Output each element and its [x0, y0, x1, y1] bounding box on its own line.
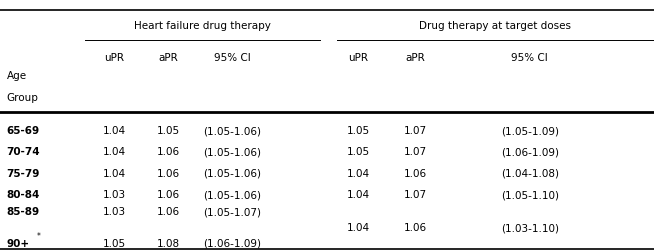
Text: 1.07: 1.07	[404, 147, 427, 158]
Text: 1.06: 1.06	[157, 207, 181, 217]
Text: (1.05-1.06): (1.05-1.06)	[203, 190, 261, 200]
Text: Heart failure drug therapy: Heart failure drug therapy	[134, 21, 271, 32]
Text: 1.06: 1.06	[157, 169, 181, 179]
Text: 1.04: 1.04	[347, 169, 370, 179]
Text: aPR: aPR	[405, 53, 425, 63]
Text: (1.06-1.09): (1.06-1.09)	[203, 239, 261, 249]
Text: 1.05: 1.05	[157, 126, 181, 136]
Text: aPR: aPR	[159, 53, 179, 63]
Text: (1.04-1.08): (1.04-1.08)	[501, 169, 559, 179]
Text: 1.04: 1.04	[347, 190, 370, 200]
Text: (1.05-1.06): (1.05-1.06)	[203, 147, 261, 158]
Text: (1.06-1.09): (1.06-1.09)	[501, 147, 559, 158]
Text: (1.05-1.07): (1.05-1.07)	[203, 207, 261, 217]
Text: uPR: uPR	[105, 53, 124, 63]
Text: uPR: uPR	[349, 53, 368, 63]
Text: 1.05: 1.05	[347, 147, 370, 158]
Text: (1.05-1.06): (1.05-1.06)	[203, 169, 261, 179]
Text: 1.03: 1.03	[103, 207, 126, 217]
Text: 1.06: 1.06	[157, 190, 181, 200]
Text: 1.04: 1.04	[103, 147, 126, 158]
Text: 95% CI: 95% CI	[214, 53, 250, 63]
Text: 1.07: 1.07	[404, 190, 427, 200]
Text: 75-79: 75-79	[7, 169, 40, 179]
Text: 1.04: 1.04	[103, 169, 126, 179]
Text: Age: Age	[7, 71, 27, 81]
Text: 1.07: 1.07	[404, 126, 427, 136]
Text: 1.06: 1.06	[404, 169, 427, 179]
Text: 1.08: 1.08	[157, 239, 181, 249]
Text: 85-89: 85-89	[7, 207, 40, 217]
Text: (1.05-1.10): (1.05-1.10)	[501, 190, 559, 200]
Text: *: *	[37, 232, 41, 241]
Text: 1.06: 1.06	[157, 147, 181, 158]
Text: 90+: 90+	[7, 239, 29, 249]
Text: 70-74: 70-74	[7, 147, 40, 158]
Text: 1.06: 1.06	[404, 223, 427, 233]
Text: 65-69: 65-69	[7, 126, 40, 136]
Text: 1.05: 1.05	[103, 239, 126, 249]
Text: 1.04: 1.04	[347, 223, 370, 233]
Text: 1.04: 1.04	[103, 126, 126, 136]
Text: (1.05-1.09): (1.05-1.09)	[501, 126, 559, 136]
Text: (1.05-1.06): (1.05-1.06)	[203, 126, 261, 136]
Text: Drug therapy at target doses: Drug therapy at target doses	[419, 21, 572, 32]
Text: (1.03-1.10): (1.03-1.10)	[501, 223, 559, 233]
Text: 1.05: 1.05	[347, 126, 370, 136]
Text: Group: Group	[7, 93, 39, 103]
Text: 80-84: 80-84	[7, 190, 40, 200]
Text: 95% CI: 95% CI	[511, 53, 548, 63]
Text: 1.03: 1.03	[103, 190, 126, 200]
